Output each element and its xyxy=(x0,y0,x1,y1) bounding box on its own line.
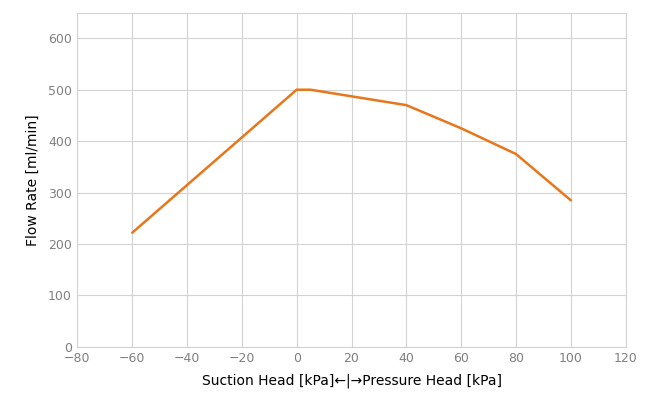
X-axis label: Suction Head [kPa]←|→Pressure Head [kPa]: Suction Head [kPa]←|→Pressure Head [kPa] xyxy=(201,374,502,388)
Y-axis label: Flow Rate [ml/min]: Flow Rate [ml/min] xyxy=(26,114,39,245)
